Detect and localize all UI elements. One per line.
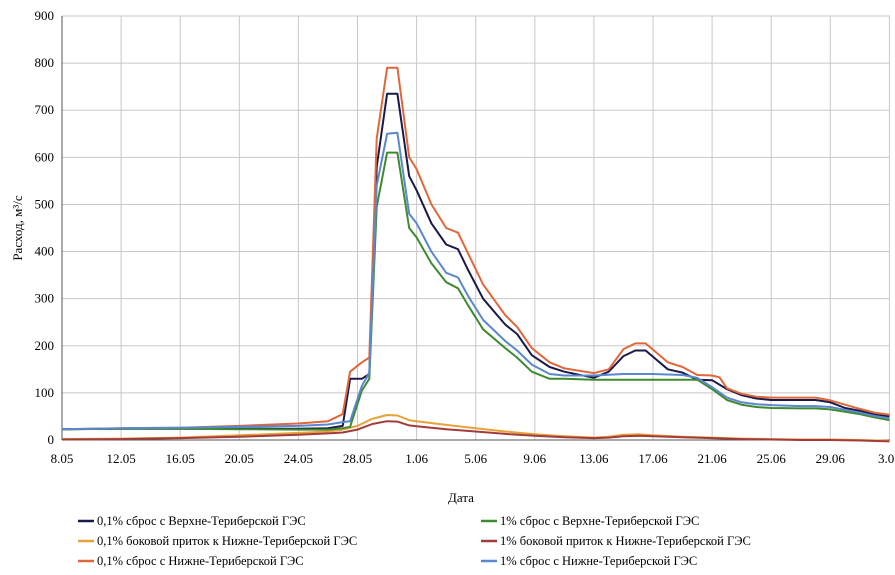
series-lines [61, 66, 890, 443]
y-tick-label: 400 [35, 244, 55, 259]
x-tick-label: 9.06 [523, 451, 546, 466]
y-tick-label: 200 [35, 338, 55, 353]
x-tick-label: 20.05 [225, 451, 254, 466]
series-line-1 [61, 92, 890, 431]
grid [61, 15, 890, 441]
series-line-5 [61, 420, 890, 443]
x-tick-label: 21.06 [697, 451, 727, 466]
y-tick-label: 300 [35, 291, 55, 306]
y-tick-label: 0 [48, 432, 55, 447]
x-tick-label: 12.05 [106, 451, 135, 466]
series-line-3 [61, 66, 890, 431]
legend-label: 1% сброс с Верхне-Териберской ГЭС [500, 514, 699, 528]
x-axis-label: Дата [448, 490, 474, 505]
x-tick-label: 25.06 [757, 451, 787, 466]
y-tick-label: 600 [35, 149, 55, 164]
series-line-6 [61, 131, 890, 431]
x-tick-label: 17.06 [638, 451, 668, 466]
y-axis-label: Расход, м³/с [10, 195, 25, 261]
x-tick-label: 1.06 [405, 451, 428, 466]
x-tick-labels: 8.05 12.05 16.05 20.05 24.05 28.05 1.06 5.06 9.0… [51, 451, 895, 466]
x-tick-label: 16.05 [166, 451, 195, 466]
y-tick-label: 500 [35, 196, 55, 211]
y-tick-labels: 0 100 200 300 400 500 600 700 800 900 [35, 8, 55, 447]
legend-label: 0,1% сброс с Верхне-Териберской ГЭС [97, 514, 306, 528]
x-tick-label: 5.06 [464, 451, 487, 466]
x-tick-label: 28.05 [343, 451, 372, 466]
y-tick-label: 900 [35, 8, 55, 23]
y-tick-label: 800 [35, 55, 55, 70]
legend: 0,1% сброс с Верхне-Териберской ГЭС 0,1% … [78, 514, 751, 568]
legend-label: 1% сброс с Нижне-Териберской ГЭС [500, 554, 697, 568]
series-line-4 [61, 151, 890, 431]
y-tick-label: 100 [35, 385, 55, 400]
x-tick-label: 24.05 [284, 451, 313, 466]
y-tick-label: 700 [35, 102, 55, 117]
x-tick-label: 8.05 [51, 451, 74, 466]
legend-label: 0,1% сброс с Нижне-Териберской ГЭС [97, 554, 304, 568]
legend-label: 0,1% боковой приток к Нижне-Териберской … [97, 534, 357, 548]
legend-label: 1% боковой приток к Нижне-Териберской ГЭ… [500, 534, 751, 548]
x-tick-label: 3.07 [878, 451, 895, 466]
x-tick-label: 13.06 [579, 451, 609, 466]
x-tick-label: 29.06 [816, 451, 846, 466]
